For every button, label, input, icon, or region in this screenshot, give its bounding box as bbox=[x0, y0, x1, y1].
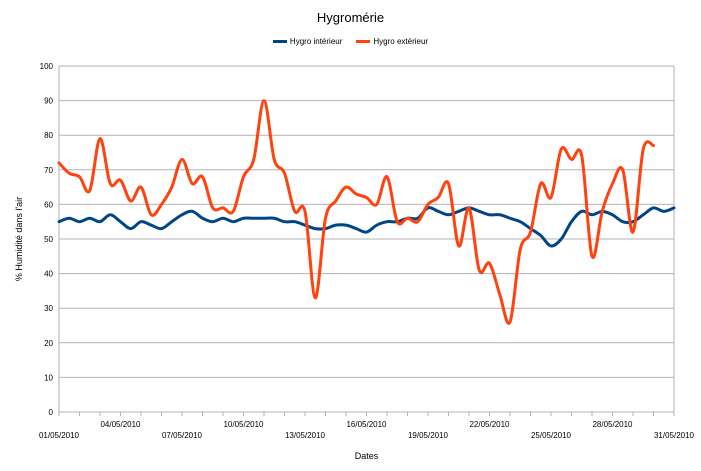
x-tick-label: 19/05/2010 bbox=[408, 431, 449, 440]
y-tick-label: 50 bbox=[44, 235, 53, 244]
legend-item-exterieur: Hygro extérieur bbox=[356, 37, 428, 46]
chart-title: Hygromérie bbox=[316, 10, 385, 25]
y-axis-label: % Humidité dans l'air bbox=[14, 197, 24, 281]
y-tick-label: 70 bbox=[44, 166, 53, 175]
y-tick-label: 30 bbox=[44, 304, 53, 313]
x-tick-label: 07/05/2010 bbox=[162, 431, 203, 440]
y-tick-label: 80 bbox=[44, 131, 53, 140]
y-tick-label: 10 bbox=[44, 373, 53, 382]
legend-label-interieur: Hygro intérieur bbox=[289, 37, 343, 46]
legend-swatch-exterieur bbox=[356, 40, 371, 43]
x-tick-label: 25/05/2010 bbox=[531, 431, 572, 440]
y-tick-label: 40 bbox=[44, 270, 53, 279]
y-tick-label: 100 bbox=[40, 62, 54, 71]
x-tick-label: 22/05/2010 bbox=[469, 420, 510, 429]
legend-swatch-interieur bbox=[272, 40, 287, 43]
series-line-exterieur bbox=[57, 99, 655, 325]
x-axis-label: Dates bbox=[355, 451, 379, 461]
legend: Hygro intérieur Hygro extérieur bbox=[0, 37, 701, 46]
legend-label-exterieur: Hygro extérieur bbox=[373, 37, 429, 46]
x-tick-label: 01/05/2010 bbox=[39, 431, 80, 440]
x-tick-label: 16/05/2010 bbox=[346, 420, 387, 429]
x-tick-label: 28/05/2010 bbox=[592, 420, 633, 429]
y-tick-label: 20 bbox=[44, 339, 53, 348]
y-tick-label: 60 bbox=[44, 200, 53, 209]
legend-item-interieur: Hygro intérieur bbox=[272, 37, 343, 46]
y-tick-label: 90 bbox=[44, 97, 53, 106]
x-tick-label: 13/05/2010 bbox=[285, 431, 326, 440]
x-tick-label: 10/05/2010 bbox=[223, 420, 264, 429]
series-line-interieur bbox=[57, 206, 676, 248]
y-tick-label: 0 bbox=[49, 408, 54, 417]
x-tick-label: 04/05/2010 bbox=[100, 420, 141, 429]
x-tick-label: 31/05/2010 bbox=[654, 431, 695, 440]
